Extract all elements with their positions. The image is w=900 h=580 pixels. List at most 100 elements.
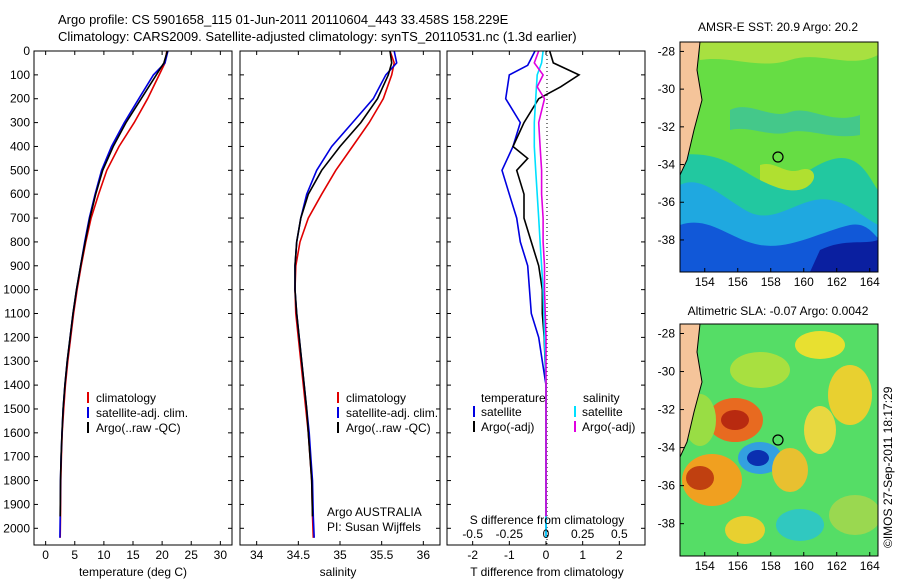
salinity-xtick-label: 35 xyxy=(333,548,347,562)
s-difference-tick-label: 0.5 xyxy=(611,527,628,541)
difference-xtick-label: 0 xyxy=(543,548,550,562)
depth-tick-label: 1000 xyxy=(3,283,30,297)
depth-tick-label: 600 xyxy=(10,187,30,201)
temperature-series-argo-raw-qc xyxy=(59,50,169,517)
sst-lon-tick-label: 164 xyxy=(860,275,880,289)
sla-lat-tick-label: -38 xyxy=(658,517,676,531)
sla-map-frame xyxy=(679,323,879,557)
t-difference-xlabel: T difference from climatology xyxy=(470,565,624,579)
s-difference-tick-label: -0.25 xyxy=(496,527,524,541)
temperature-legend: climatology satellite-adj. clim. Argo(..… xyxy=(87,391,188,435)
float-program-label: Argo AUSTRALIA xyxy=(327,505,422,519)
sla-lat-tick-label: -30 xyxy=(658,365,676,379)
sst-map-frame xyxy=(679,41,879,273)
difference-xtick-label: -2 xyxy=(467,548,478,562)
temperature-panel: 0100200300400500600700800900100011001200… xyxy=(3,44,233,579)
sst-lon-tick-label: 158 xyxy=(761,275,781,289)
salinity-xtick-label: 34.5 xyxy=(287,548,311,562)
sla-lon-tick-label: 154 xyxy=(695,559,715,573)
depth-tick-label: 0 xyxy=(23,44,30,58)
sla-coastline-land xyxy=(680,324,702,457)
s-difference-xlabel: S difference from climatology xyxy=(470,513,625,527)
legend-s-satellite: satellite xyxy=(582,405,623,419)
sst-lat-tick-label: -34 xyxy=(658,158,676,172)
salinity-xlabel: salinity xyxy=(320,565,357,579)
salinity-xtick-label: 34 xyxy=(250,548,264,562)
temperature-xtick-label: 10 xyxy=(97,548,111,562)
salinity-panel: 34 34.5 35 35.5 36 salinity climatology sate… xyxy=(239,50,441,579)
depth-tick-label: 1500 xyxy=(3,402,30,416)
salinity-legend-satellite: satellite-adj. clim. xyxy=(346,406,438,420)
sla-float-marker xyxy=(772,434,784,446)
depth-tick-label: 500 xyxy=(10,163,30,177)
temperature-legend-climatology: climatology xyxy=(96,391,156,405)
salinity-legend: climatology satellite-adj. clim. Argo(..… xyxy=(337,391,438,435)
sst-lat-tick-label: -28 xyxy=(658,44,676,58)
sla-lat-tick-label: -34 xyxy=(658,441,676,455)
difference-legend: temperature salinity satellite Argo(-adj… xyxy=(473,391,635,434)
depth-tick-label: 1300 xyxy=(3,354,30,368)
difference-xtick-label: -1 xyxy=(504,548,515,562)
temperature-xtick-label: 30 xyxy=(214,548,228,562)
header-title-line1: Argo profile: CS 5901658_115 01-Jun-2011… xyxy=(58,12,509,27)
depth-tick-label: 700 xyxy=(10,211,30,225)
depth-tick-label: 800 xyxy=(10,235,30,249)
s-difference-tick-label: 0 xyxy=(543,527,550,541)
sst-lat-tick-label: -32 xyxy=(658,120,676,134)
depth-tick-label: 300 xyxy=(10,116,30,130)
depth-tick-label: 1800 xyxy=(3,474,30,488)
sst-coastline-land xyxy=(680,42,702,175)
depth-tick-label: 100 xyxy=(10,68,30,82)
sla-field xyxy=(680,324,878,556)
sla-lon-tick-label: 158 xyxy=(761,559,781,573)
depth-tick-label: 1200 xyxy=(3,330,30,344)
salinity-xtick-label: 35.5 xyxy=(370,548,394,562)
sla-lon-tick-label: 160 xyxy=(794,559,814,573)
sla-lon-tick-label: 162 xyxy=(827,559,847,573)
temperature-xtick-label: 0 xyxy=(42,548,49,562)
salinity-legend-argo: Argo(..raw -QC) xyxy=(346,421,431,435)
depth-tick-label: 400 xyxy=(10,139,30,153)
salinity-axes-box xyxy=(239,50,441,546)
sst-lon-tick-label: 156 xyxy=(728,275,748,289)
sst-map-title: AMSR-E SST: 20.9 Argo: 20.2 xyxy=(698,20,858,34)
sst-float-marker xyxy=(772,151,784,163)
sst-lat-tick-label: -30 xyxy=(658,82,676,96)
temperature-xlabel: temperature (deg C) xyxy=(79,565,187,579)
difference-xtick-label: 1 xyxy=(579,548,586,562)
salinity-legend-climatology: climatology xyxy=(346,391,406,405)
sst-map-panel: AMSR-E SST: 20.9 Argo: 20.2 154 156 158 160… xyxy=(658,20,880,289)
sst-lon-tick-label: 162 xyxy=(827,275,847,289)
s-difference-tick-label: 0.25 xyxy=(571,527,595,541)
imos-watermark: ©IMOS 27-Sep-2011 18:17:29 xyxy=(881,386,895,548)
header-title-line2: Climatology: CARS2009. Satellite-adjuste… xyxy=(58,29,577,44)
sla-lon-tick-label: 164 xyxy=(860,559,880,573)
sst-field xyxy=(680,42,878,272)
sst-lon-tick-label: 154 xyxy=(695,275,715,289)
depth-tick-label: 1100 xyxy=(4,307,30,321)
legend-t-argo: Argo(-adj) xyxy=(481,420,534,434)
legend-t-satellite: satellite xyxy=(481,405,522,419)
depth-tick-label: 1400 xyxy=(3,378,30,392)
sla-lat-tick-label: -28 xyxy=(658,327,676,341)
salinity-series-argo-raw-qc xyxy=(294,50,393,517)
salinity-xtick-label: 36 xyxy=(417,548,431,562)
sla-lon-tick-label: 156 xyxy=(728,559,748,573)
depth-tick-label: 1900 xyxy=(3,497,30,511)
difference-series-s-argo-adj xyxy=(533,50,547,517)
legend-salinity-title: salinity xyxy=(583,391,620,405)
depth-tick-label: 1600 xyxy=(3,426,30,440)
legend-temperature-title: temperature xyxy=(481,391,546,405)
difference-xtick-label: 2 xyxy=(616,548,623,562)
temperature-xtick-label: 25 xyxy=(185,548,199,562)
sst-lon-tick-label: 160 xyxy=(794,275,814,289)
s-difference-tick-label: -0.5 xyxy=(462,527,483,541)
sst-lat-tick-label: -38 xyxy=(658,233,676,247)
sst-lat-tick-label: -36 xyxy=(658,195,676,209)
depth-tick-label: 200 xyxy=(10,92,30,106)
depth-tick-label: 2000 xyxy=(3,521,30,535)
float-pi-label: PI: Susan Wijffels xyxy=(327,520,421,534)
sla-map-title: Altimetric SLA: -0.07 Argo: 0.0042 xyxy=(688,304,869,318)
legend-s-argo: Argo(-adj) xyxy=(582,420,635,434)
